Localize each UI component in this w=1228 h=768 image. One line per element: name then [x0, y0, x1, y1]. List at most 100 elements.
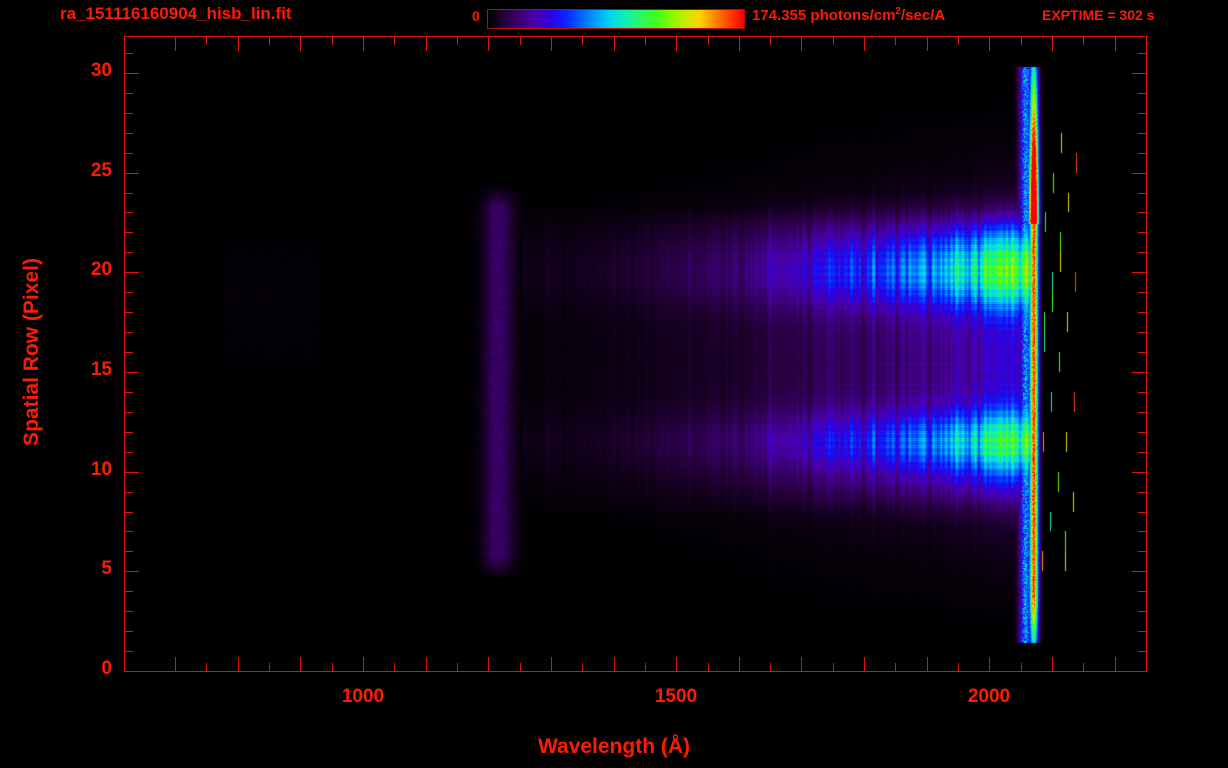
x-tick-minor [520, 663, 521, 671]
y-tick-minor [125, 631, 133, 632]
colorbar-max-label: 174.355 photons/cm2/sec/A [752, 6, 945, 24]
y-tick-minor-right [1138, 492, 1146, 493]
x-tick-minor-top [582, 37, 583, 45]
x-tick-minor [833, 663, 834, 671]
y-tick-minor-right [1138, 432, 1146, 433]
y-tick-minor [125, 332, 133, 333]
y-tick-minor [125, 232, 133, 233]
y-tick-major-right [1132, 472, 1146, 473]
x-tick-label: 1000 [341, 686, 385, 707]
y-tick-minor [125, 452, 133, 453]
x-tick-major-top [739, 37, 740, 51]
y-tick-major-right [1132, 73, 1146, 74]
y-tick-minor-right [1138, 512, 1146, 513]
y-tick-minor-right [1138, 332, 1146, 333]
y-tick-minor [125, 93, 133, 94]
y-tick-major-right [1132, 272, 1146, 273]
x-tick-minor-top [1083, 37, 1084, 45]
y-tick-minor-right [1138, 193, 1146, 194]
y-tick-minor-right [1138, 452, 1146, 453]
x-tick-major [175, 657, 176, 671]
x-tick-major-top [175, 37, 176, 51]
colorbar-gradient [488, 10, 744, 28]
y-tick-minor-right [1138, 93, 1146, 94]
x-tick-minor [770, 663, 771, 671]
x-tick-major-top [864, 37, 865, 51]
y-tick-label: 25 [90, 160, 112, 181]
y-tick-minor [125, 651, 133, 652]
y-tick-minor-right [1138, 252, 1146, 253]
y-tick-label: 30 [90, 60, 112, 81]
colorbar-min-label: 0 [472, 8, 480, 24]
y-tick-major-right [1132, 372, 1146, 373]
y-tick-minor-right [1138, 292, 1146, 293]
x-tick-minor-top [958, 37, 959, 45]
x-tick-major [300, 657, 301, 671]
y-tick-minor [125, 113, 133, 114]
y-tick-label: 20 [90, 259, 112, 280]
x-tick-minor [457, 663, 458, 671]
y-tick-minor-right [1138, 133, 1146, 134]
x-tick-major [864, 657, 865, 671]
x-tick-minor-top [645, 37, 646, 45]
y-tick-minor-right [1138, 412, 1146, 413]
y-tick-minor [125, 412, 133, 413]
y-tick-minor [125, 212, 133, 213]
x-tick-major-top [1115, 37, 1116, 51]
y-tick-minor-right [1138, 651, 1146, 652]
y-tick-minor-right [1138, 153, 1146, 154]
y-tick-minor [125, 352, 133, 353]
x-tick-major [238, 657, 239, 671]
x-tick-minor-top [833, 37, 834, 45]
x-tick-major-top [238, 37, 239, 51]
page-title: ra_151116160904_hisb_lin.fit [60, 4, 292, 23]
y-tick-minor [125, 492, 133, 493]
x-tick-minor-top [206, 37, 207, 45]
y-tick-minor [125, 531, 133, 532]
y-tick-minor-right [1138, 392, 1146, 393]
y-tick-major [125, 671, 139, 672]
y-tick-major [125, 173, 139, 174]
x-tick-major [488, 657, 489, 671]
y-tick-minor [125, 153, 133, 154]
y-tick-minor [125, 193, 133, 194]
y-tick-major-right [1132, 571, 1146, 572]
x-tick-major-top [801, 37, 802, 51]
colorbar-units-prefix: photons/cm [810, 7, 896, 24]
y-tick-major [125, 372, 139, 373]
x-tick-minor [895, 663, 896, 671]
x-tick-minor [269, 663, 270, 671]
x-tick-major [989, 657, 990, 671]
x-tick-minor [582, 663, 583, 671]
y-tick-minor [125, 252, 133, 253]
y-tick-minor-right [1138, 611, 1146, 612]
x-tick-minor [1021, 663, 1022, 671]
x-tick-minor-top [269, 37, 270, 45]
x-tick-major [614, 657, 615, 671]
y-tick-minor [125, 133, 133, 134]
y-tick-major [125, 472, 139, 473]
x-tick-major-top [488, 37, 489, 51]
y-tick-minor [125, 432, 133, 433]
x-tick-minor-top [770, 37, 771, 45]
x-tick-major [739, 657, 740, 671]
x-tick-major [1052, 657, 1053, 671]
y-tick-minor-right [1138, 232, 1146, 233]
y-tick-minor-right [1138, 53, 1146, 54]
y-tick-minor [125, 312, 133, 313]
x-tick-minor-top [332, 37, 333, 45]
x-tick-minor-top [394, 37, 395, 45]
x-tick-major-top [989, 37, 990, 51]
y-tick-minor-right [1138, 591, 1146, 592]
y-tick-minor-right [1138, 531, 1146, 532]
x-tick-minor [206, 663, 207, 671]
y-tick-label: 10 [90, 459, 112, 480]
y-tick-minor-right [1138, 352, 1146, 353]
colorbar-units-exponent: 2 [895, 6, 901, 17]
x-tick-major-top [927, 37, 928, 51]
x-tick-label: 2000 [967, 686, 1011, 707]
y-axis-title: Spatial Row (Pixel) [20, 258, 43, 446]
x-tick-label: 1500 [654, 686, 698, 707]
x-tick-major [927, 657, 928, 671]
